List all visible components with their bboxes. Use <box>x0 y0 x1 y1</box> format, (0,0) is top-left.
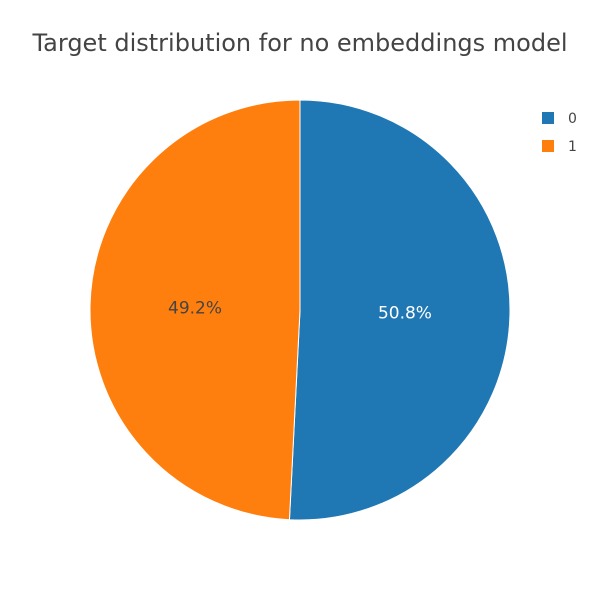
legend: 01 <box>542 111 577 155</box>
chart-title: Target distribution for no embeddings mo… <box>31 29 567 57</box>
legend-label-1[interactable]: 1 <box>568 139 577 155</box>
pie-slices <box>89 99 511 521</box>
pie-slice-0[interactable] <box>288 99 511 521</box>
legend-label-0[interactable]: 0 <box>568 111 577 127</box>
slice-label-1: 49.2% <box>168 298 222 318</box>
legend-swatch-0[interactable] <box>542 112 554 124</box>
slice-label-0: 50.8% <box>378 304 432 324</box>
slice-labels: 50.8% 49.2% <box>168 298 432 323</box>
legend-swatch-1[interactable] <box>542 140 554 152</box>
pie-slice-1[interactable] <box>89 99 301 521</box>
